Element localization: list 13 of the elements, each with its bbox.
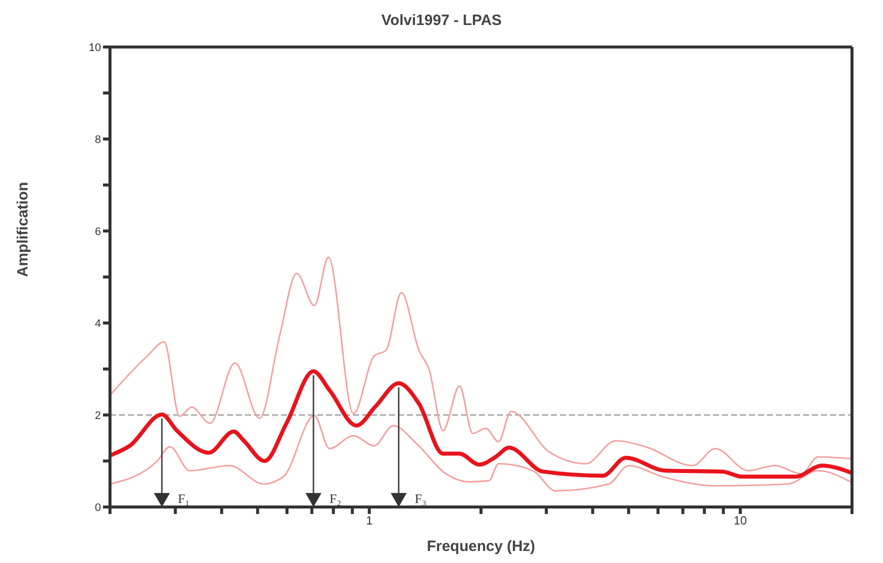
annotation: F₂: [329, 491, 342, 506]
y-tick-label: 0: [94, 502, 101, 514]
y-tick-label: 10: [88, 42, 101, 54]
annotation: F₁: [178, 491, 190, 506]
y-tick-label: 8: [94, 134, 101, 146]
x-axis-title: Frequency (Hz): [426, 538, 536, 555]
y-tick-label: 6: [94, 226, 101, 238]
chart-title: Volvi1997 - LPAS: [380, 12, 503, 29]
y-tick-label: 2: [94, 410, 101, 422]
x-tick-label: 1: [366, 514, 373, 528]
y-tick-label: 4: [94, 318, 101, 330]
annotation: F₃: [414, 491, 426, 506]
y-axis-title: Amplification: [14, 182, 32, 277]
